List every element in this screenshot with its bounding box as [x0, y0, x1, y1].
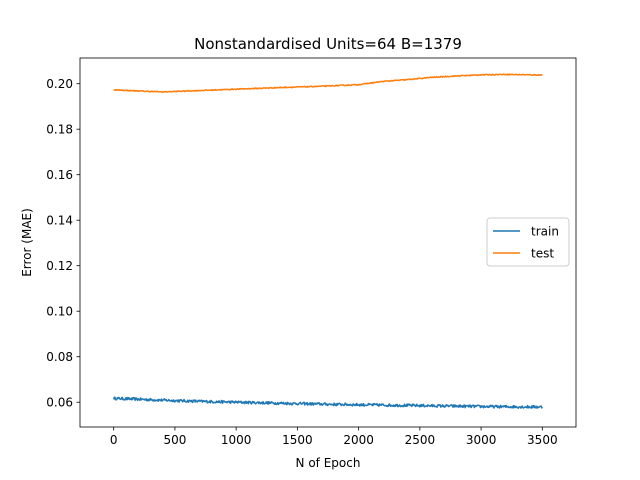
x-tick-label: 500 [163, 433, 186, 447]
series-line-test [113, 73, 543, 94]
x-tick-label: 3000 [466, 433, 497, 447]
x-axis: 0 500 1000 1500 2000 2500 3000 3500 [110, 427, 558, 447]
y-tick-label: 0.08 [46, 350, 73, 364]
plot-lines [112, 73, 543, 409]
chart-title: Nonstandardised Units=64 B=1379 [194, 35, 462, 53]
legend-train-label: train [531, 225, 559, 239]
y-axis: 0.06 0.08 0.10 0.12 0.14 0.16 0.18 0.20 [46, 77, 80, 410]
y-tick-label: 0.16 [46, 168, 73, 182]
y-tick-label: 0.20 [46, 77, 73, 91]
y-tick-label: 0.12 [46, 259, 73, 273]
y-tick-label: 0.06 [46, 396, 73, 410]
plot-frame [79, 57, 577, 428]
x-tick-label: 1500 [282, 433, 313, 447]
legend: train test [486, 217, 570, 267]
x-axis-label: N of Epoch [296, 456, 361, 470]
y-tick-label: 0.14 [46, 214, 73, 228]
x-tick-label: 0 [110, 433, 118, 447]
y-axis-label: Error (MAE) [20, 208, 34, 277]
y-tick-label: 0.18 [46, 123, 73, 137]
legend-box [486, 217, 570, 267]
x-tick-label: 1000 [221, 433, 252, 447]
x-tick-label: 2000 [343, 433, 374, 447]
y-tick-label: 0.10 [46, 305, 73, 319]
series-line-train [112, 396, 543, 409]
legend-test-label: test [531, 247, 554, 261]
x-tick-label: 2500 [405, 433, 436, 447]
x-tick-label: 3500 [527, 433, 558, 447]
